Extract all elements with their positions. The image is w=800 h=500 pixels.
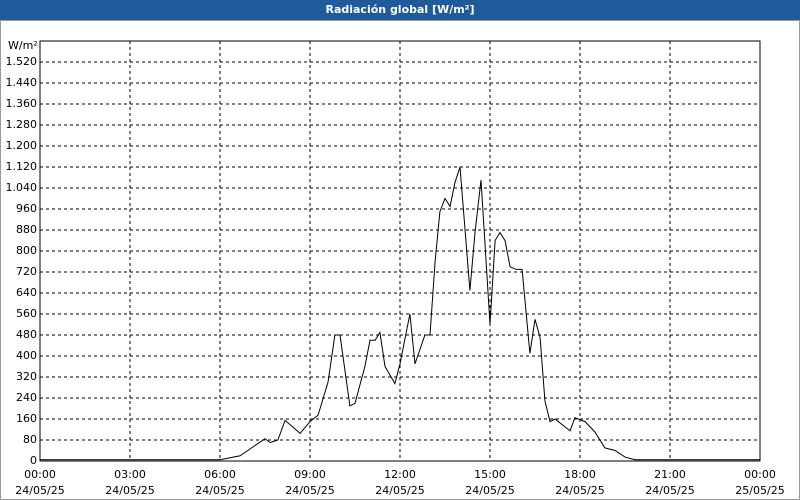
x-tick-label: 06:00 xyxy=(204,468,236,481)
y-tick-label: 640 xyxy=(16,286,37,299)
x-tick-date: 24/05/25 xyxy=(465,484,514,497)
x-tick-label: 21:00 xyxy=(654,468,686,481)
x-tick-date: 24/05/25 xyxy=(555,484,604,497)
y-tick-label: 400 xyxy=(16,349,37,362)
y-tick-label: 1.040 xyxy=(6,181,38,194)
y-tick-label: 320 xyxy=(16,370,37,383)
chart-title: Radiación global [W/m²] xyxy=(325,3,474,16)
x-tick-label: 00:00 xyxy=(24,468,56,481)
x-tick-label: 03:00 xyxy=(114,468,146,481)
y-tick-label: 1.440 xyxy=(6,76,38,89)
x-tick-date: 24/05/25 xyxy=(15,484,64,497)
x-tick-label: 00:00 xyxy=(744,468,776,481)
y-tick-label: 560 xyxy=(16,307,37,320)
x-tick-label: 09:00 xyxy=(294,468,326,481)
x-tick-date: 24/05/25 xyxy=(195,484,244,497)
x-tick-date: 24/05/25 xyxy=(645,484,694,497)
y-tick-label: 1.360 xyxy=(6,97,38,110)
y-tick-label: 1.520 xyxy=(6,55,38,68)
y-tick-label: 880 xyxy=(16,223,37,236)
x-tick-label: 12:00 xyxy=(384,468,416,481)
y-tick-label: 720 xyxy=(16,265,37,278)
y-tick-label: 160 xyxy=(16,412,37,425)
x-tick-label: 15:00 xyxy=(474,468,506,481)
y-tick-label: 800 xyxy=(16,244,37,257)
x-tick-date: 25/05/25 xyxy=(735,484,784,497)
y-tick-label: 0 xyxy=(30,454,37,467)
y-tick-label: 240 xyxy=(16,391,37,404)
y-tick-label: 1.200 xyxy=(6,139,38,152)
x-tick-date: 24/05/25 xyxy=(285,484,334,497)
y-tick-label: 1.280 xyxy=(6,118,38,131)
x-tick-label: 18:00 xyxy=(564,468,596,481)
x-tick-date: 24/05/25 xyxy=(105,484,154,497)
y-tick-label: 80 xyxy=(23,433,37,446)
y-tick-label: 960 xyxy=(16,202,37,215)
x-tick-date: 24/05/25 xyxy=(375,484,424,497)
title-bar xyxy=(0,0,800,20)
data-line xyxy=(40,166,760,461)
y-tick-label: 480 xyxy=(16,328,37,341)
y-tick-label: 1.120 xyxy=(6,160,38,173)
y-unit: W/m² xyxy=(8,39,38,52)
